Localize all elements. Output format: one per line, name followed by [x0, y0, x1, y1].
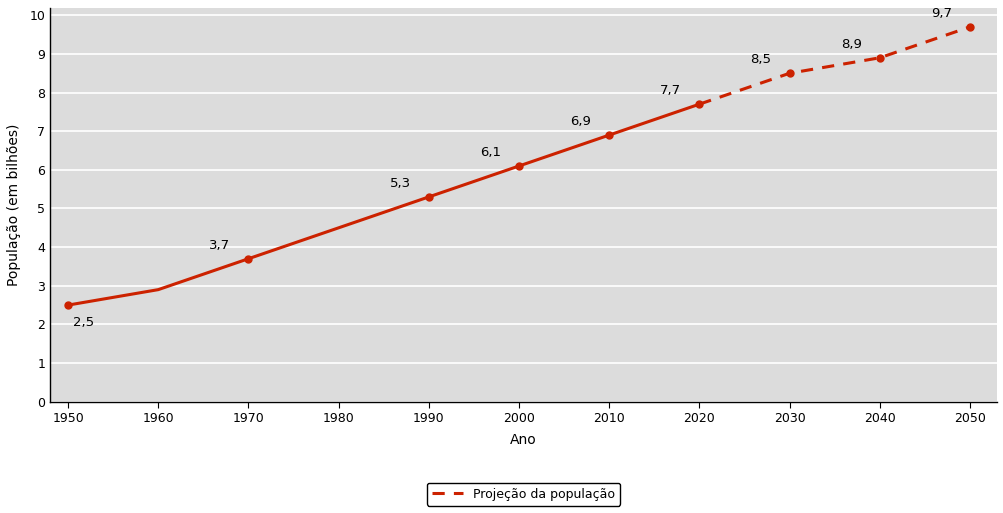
Text: 8,5: 8,5 [750, 53, 770, 66]
Y-axis label: População (em bilhões): População (em bilhões) [7, 124, 21, 286]
Text: 3,7: 3,7 [209, 239, 230, 252]
Text: 2,5: 2,5 [72, 316, 93, 329]
Text: 9,7: 9,7 [930, 7, 951, 20]
Text: 6,1: 6,1 [479, 146, 500, 159]
X-axis label: Ano: Ano [510, 433, 537, 447]
Legend: Projeção da população: Projeção da população [426, 483, 620, 506]
Text: 7,7: 7,7 [660, 84, 681, 97]
Text: 5,3: 5,3 [389, 177, 410, 190]
Text: 8,9: 8,9 [841, 38, 861, 51]
Text: 6,9: 6,9 [570, 115, 591, 128]
